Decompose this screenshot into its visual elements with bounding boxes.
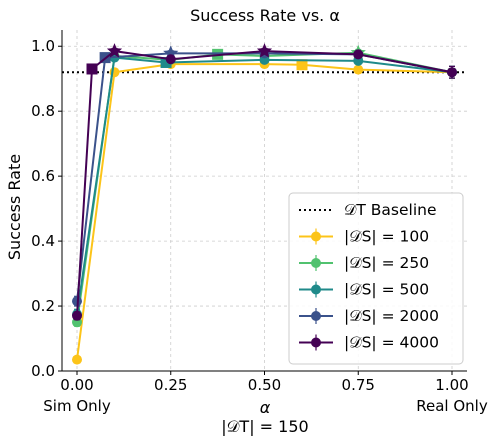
legend-swatch-marker-4	[311, 337, 321, 348]
legend-swatch-marker-1	[311, 258, 321, 268]
series-2-line	[76, 56, 453, 315]
x-tick-label-3: 0.75	[342, 376, 375, 394]
series-group	[72, 43, 457, 365]
x-tick-sublabel-0: Sim Only	[43, 397, 111, 415]
legend: 𝒟T Baseline |𝒟S| = 100 |𝒟S| = 250 |𝒟S| = 50…	[288, 192, 464, 365]
legend-swatch-marker-0	[311, 231, 321, 242]
legend-swatch-marker-2	[311, 284, 321, 295]
series-4-point-6	[447, 67, 457, 78]
series-4-point-4	[256, 43, 273, 58]
series-4-point-1	[86, 63, 98, 75]
series-0-point-0	[72, 354, 82, 365]
y-tick-label-2: 0.4	[31, 232, 55, 250]
series-4-point-3	[165, 54, 176, 65]
x-tick-label-2: 0.50	[248, 376, 281, 394]
y-tick-label-5: 1.0	[31, 37, 55, 55]
series-4	[72, 43, 457, 321]
legend-label-1: |𝒟S| = 250	[344, 254, 429, 272]
x-tick-label-0: 0.00	[60, 376, 93, 394]
legend-label-baseline: 𝒟T Baseline	[344, 201, 436, 219]
y-tick-label-4: 0.8	[31, 102, 55, 120]
series-2-point-2	[160, 56, 172, 68]
series-0-point-4	[296, 59, 308, 71]
y-axis-label: Success Rate	[5, 154, 24, 260]
x-axis-sublabel: |𝒟T| = 150	[221, 417, 308, 436]
x-tick-sublabel-4: Real Only	[416, 397, 488, 415]
series-4-point-0	[72, 310, 82, 321]
x-axis-label: α	[260, 398, 271, 417]
legend-label-4: |𝒟S| = 4000	[344, 334, 439, 352]
x-tick-label-1: 0.25	[154, 376, 187, 394]
series-0-point-5	[353, 64, 364, 75]
series-4-point-2	[106, 43, 123, 58]
y-tick-label-3: 0.6	[31, 167, 55, 185]
legend-label-3: |𝒟S| = 2000	[344, 307, 439, 325]
legend-label-2: |𝒟S| = 500	[344, 281, 429, 299]
series-4-point-5	[353, 49, 364, 60]
chart-title: Success Rate vs. α	[190, 6, 340, 25]
axes: 0.0 0.2 0.4 0.6 0.8 1.0 0.00 Sim Only 0.25 0.50 0.…	[31, 30, 488, 415]
y-tick-label-1: 0.2	[31, 297, 55, 315]
legend-label-0: |𝒟S| = 100	[344, 228, 429, 246]
legend-swatch-marker-3	[311, 311, 321, 321]
x-tick-label-4: 1.00	[435, 376, 468, 394]
y-tick-label-0: 0.0	[31, 362, 55, 380]
